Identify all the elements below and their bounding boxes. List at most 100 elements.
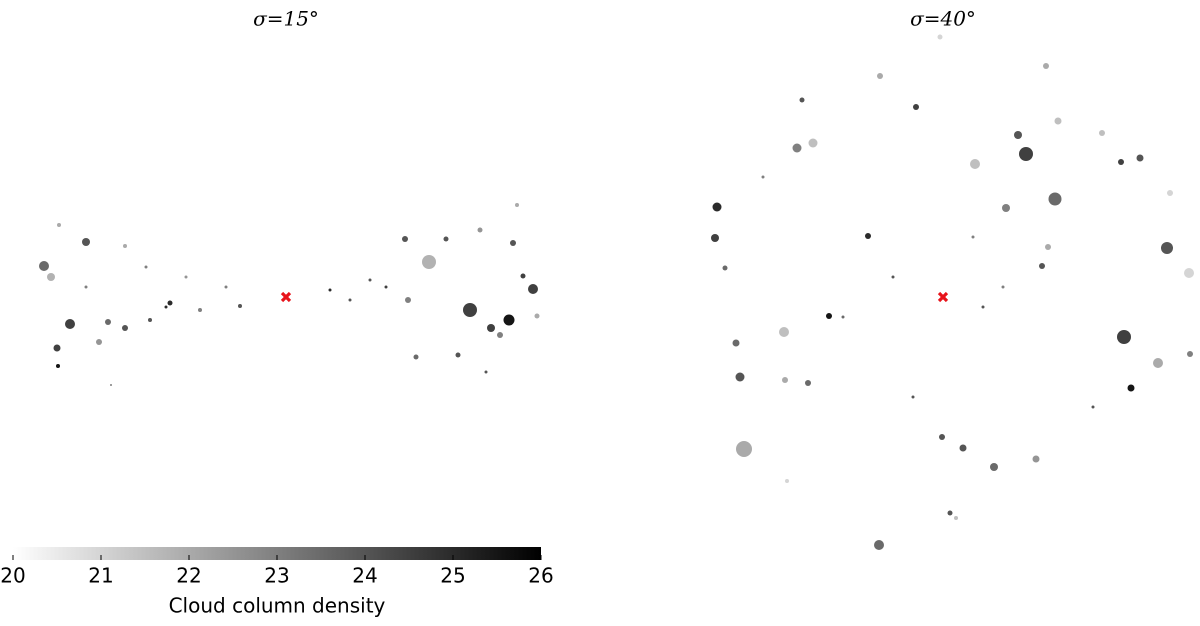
cloud	[1019, 147, 1033, 161]
cloud	[224, 285, 228, 289]
cloud	[1032, 455, 1040, 463]
colorbar-tick-label: 22	[176, 564, 201, 588]
cloud	[402, 236, 408, 242]
cloud	[711, 234, 719, 242]
cloud	[1045, 244, 1051, 250]
cloud	[937, 34, 943, 40]
cloud	[82, 238, 90, 246]
cloud	[736, 441, 752, 457]
cloud	[805, 380, 811, 386]
cloud	[164, 305, 168, 309]
cloud	[122, 325, 128, 331]
cloud	[1048, 192, 1062, 206]
colorbar-tick-label: 23	[264, 564, 289, 588]
cloud	[1039, 263, 1045, 269]
cloud	[732, 339, 740, 347]
cloud	[57, 223, 61, 227]
cloud	[422, 255, 436, 269]
cloud	[39, 261, 49, 271]
colorbar-tick-label: 21	[88, 564, 113, 588]
cloud	[1043, 63, 1049, 69]
cloud	[792, 143, 802, 153]
cloud	[144, 265, 148, 269]
panel-title: σ=15°	[253, 7, 319, 31]
cloud	[874, 540, 884, 550]
cloud	[238, 304, 242, 308]
panel-title: σ=40°	[910, 7, 976, 31]
cloud	[877, 73, 883, 79]
cloud	[368, 278, 372, 282]
cloud	[712, 202, 722, 212]
cloud	[463, 303, 477, 317]
colorbar-tick-label: 24	[352, 564, 377, 588]
cloud	[826, 313, 832, 319]
cloud	[1127, 384, 1135, 392]
colorbar-tick-label: 20	[0, 564, 25, 588]
cloud	[65, 319, 75, 329]
cloud	[96, 339, 102, 345]
cloud	[1001, 285, 1005, 289]
cloud	[520, 273, 526, 279]
cloud	[939, 434, 945, 440]
cloud	[782, 377, 788, 383]
cloud	[722, 265, 728, 271]
cloud	[954, 516, 958, 520]
cloud	[981, 305, 985, 309]
cloud	[487, 324, 495, 332]
cloud	[84, 285, 88, 289]
cloud	[515, 203, 519, 207]
cloud	[167, 300, 173, 306]
cloud	[971, 235, 975, 239]
cloud	[328, 288, 332, 292]
cloud	[123, 244, 127, 248]
cloud	[779, 327, 789, 337]
cloud	[503, 314, 515, 326]
cloud	[913, 104, 919, 110]
cloud	[1184, 268, 1194, 278]
cloud	[477, 227, 483, 233]
cloud	[785, 479, 789, 483]
cloud	[1118, 159, 1124, 165]
cloud	[1091, 405, 1095, 409]
colorbar-tick-label: 25	[440, 564, 465, 588]
cloud	[528, 284, 538, 294]
cloud	[990, 463, 998, 471]
cloud	[891, 275, 895, 279]
cloud	[841, 315, 845, 319]
center-marker	[937, 291, 949, 303]
cloud	[110, 384, 112, 386]
cloud	[1136, 154, 1144, 162]
cloud	[1153, 358, 1163, 368]
cloud	[947, 510, 953, 516]
cloud	[497, 332, 503, 338]
colorbar-tick-label: 26	[528, 564, 553, 588]
cloud	[348, 298, 352, 302]
cloud	[413, 354, 419, 360]
cloud	[405, 297, 411, 303]
cloud	[56, 364, 60, 368]
cloud	[1161, 242, 1173, 254]
cloud	[1187, 351, 1193, 357]
cloud	[47, 273, 55, 281]
cloud	[198, 308, 202, 312]
cloud	[1099, 130, 1105, 136]
cloud	[1117, 330, 1131, 344]
cloud	[911, 395, 915, 399]
cloud	[53, 344, 61, 352]
cloud	[1014, 131, 1022, 139]
cloud	[184, 275, 188, 279]
cloud	[799, 97, 805, 103]
cloud	[148, 318, 152, 322]
center-marker	[280, 291, 292, 303]
cloud	[510, 240, 516, 246]
cloud	[1002, 204, 1010, 212]
cloud	[1054, 117, 1062, 125]
cloud	[534, 313, 540, 319]
cloud	[735, 372, 745, 382]
cloud	[959, 444, 967, 452]
colorbar-label: Cloud column density	[169, 594, 386, 618]
cloud	[808, 138, 818, 148]
cloud	[970, 159, 980, 169]
cloud	[761, 175, 765, 179]
